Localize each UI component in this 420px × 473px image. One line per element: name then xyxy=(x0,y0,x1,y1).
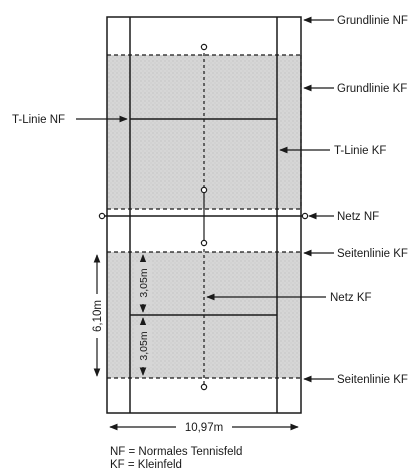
net-post-right xyxy=(301,212,309,220)
legend-kf: KF = Kleinfeld xyxy=(110,459,182,471)
legend-nf: NF = Normales Tennisfeld xyxy=(110,446,243,458)
label-netz-nf: Netz NF xyxy=(337,211,379,223)
label-seitenlinie-kf-top: Seitenlinie KF xyxy=(337,248,408,260)
label-width: 10,97m xyxy=(185,422,223,434)
court-outline-nf xyxy=(106,16,302,414)
label-grundlinie-kf: Grundlinie KF xyxy=(337,83,407,95)
label-seitenlinie-kf-bottom: Seitenlinie KF xyxy=(337,374,408,386)
label-grundlinie-nf: Grundlinie NF xyxy=(337,15,408,27)
label-netz-kf: Netz KF xyxy=(330,292,372,304)
label-height-half-bottom: 3,05m xyxy=(138,331,150,360)
post-top-centre xyxy=(200,43,208,51)
post-bottom-centre xyxy=(200,383,208,391)
label-t-linie-nf: T-Linie NF xyxy=(12,114,65,126)
label-height-half-top: 3,05m xyxy=(138,268,150,297)
post-mid-upper xyxy=(200,186,208,194)
label-t-linie-kf: T-Linie KF xyxy=(334,145,386,157)
label-height-total: 6,10m xyxy=(92,300,104,332)
post-mid-lower xyxy=(200,239,208,247)
net-post-left xyxy=(98,212,106,220)
